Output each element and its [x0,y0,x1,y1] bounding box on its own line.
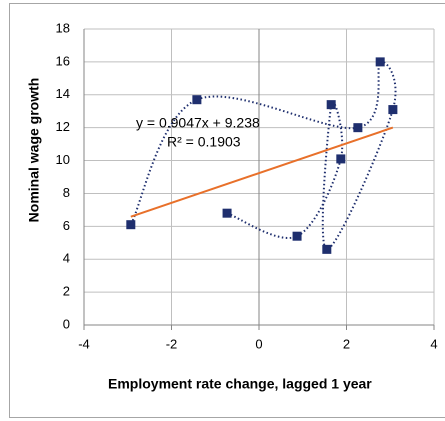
y-tick-label: 16 [56,53,70,68]
x-tick-label: 4 [430,336,437,351]
point [388,105,398,115]
point [292,231,302,241]
x-tick-label: -4 [78,336,90,351]
trendline [130,126,394,218]
x-tick-label: 0 [255,336,262,351]
trendline-equation: y = 0.9047x + 9.238 [136,115,260,131]
y-tick-label: 12 [56,119,70,134]
y-axis-title: Nominal wage growth [26,78,42,223]
point [192,95,202,105]
y-tick-label: 0 [63,316,70,331]
x-tick-label: -2 [166,336,178,351]
point [126,220,136,230]
y-tick-label: 8 [63,185,70,200]
point [336,154,346,164]
x-tick-label: 2 [343,336,350,351]
point [375,57,385,67]
y-tick-label: 18 [56,20,70,35]
point [322,244,332,254]
connector-line [129,60,397,251]
point [353,123,363,133]
point [326,100,336,110]
point [222,208,232,218]
chart-frame [9,3,445,418]
y-tick-label: 6 [63,218,70,233]
trendline-r-squared: R² = 0.1903 [167,134,241,150]
x-axis-title: Employment rate change, lagged 1 year [108,376,372,392]
y-tick-label: 4 [63,251,70,266]
y-tick-label: 14 [56,86,70,101]
y-tick-label: 2 [63,284,70,299]
y-tick-label: 10 [56,152,70,167]
